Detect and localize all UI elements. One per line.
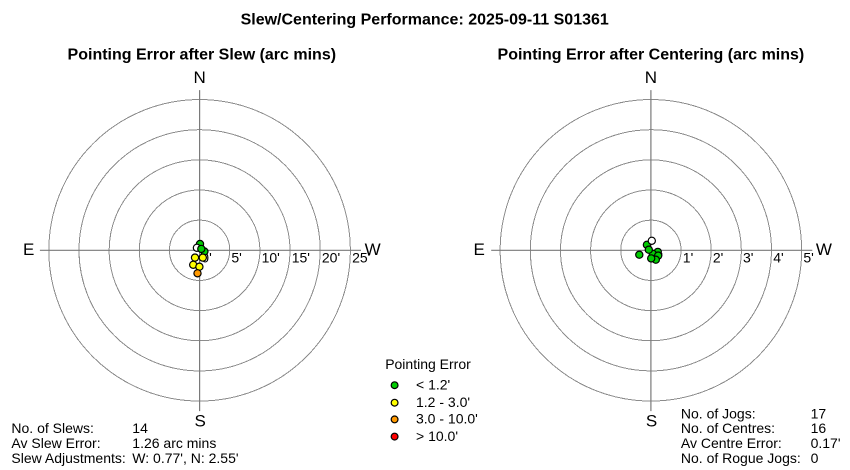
svg-text:Pointing Error after Centering: Pointing Error after Centering (arc mins… [498,47,805,64]
svg-text:W: W [365,240,381,259]
svg-text:Slew/Centering Performance: 20: Slew/Centering Performance: 2025-09-11 S… [241,12,609,29]
svg-text:0: 0 [811,450,819,466]
svg-text:Pointing Error: Pointing Error [385,356,471,372]
svg-text:Av Slew Error:: Av Slew Error: [11,435,100,451]
svg-text:2': 2' [713,250,723,266]
svg-text:15': 15' [292,250,310,266]
svg-text:Av Centre Error:: Av Centre Error: [681,435,782,451]
svg-text:E: E [474,240,485,259]
svg-text:0.17': 0.17' [811,435,841,451]
svg-text:W: W [816,240,832,259]
svg-text:16: 16 [811,420,827,436]
svg-text:17: 17 [811,405,827,421]
svg-text:20': 20' [322,250,340,266]
svg-text:1.26 arc mins: 1.26 arc mins [132,435,216,451]
svg-text:14: 14 [132,420,148,436]
svg-text:No. of Slews:: No. of Slews: [11,420,93,436]
svg-text:N: N [645,68,657,87]
svg-text:3.0 - 10.0': 3.0 - 10.0' [416,411,478,427]
svg-text:S: S [195,412,206,431]
svg-text:5': 5' [231,250,241,266]
svg-text:> 10.0': > 10.0' [416,428,458,444]
svg-text:Pointing Error after Slew (arc: Pointing Error after Slew (arc mins) [68,47,337,64]
svg-text:25': 25' [352,250,370,266]
svg-text:N: N [193,68,205,87]
svg-text:S: S [646,412,657,431]
svg-text:E: E [23,240,34,259]
svg-text:3': 3' [743,250,753,266]
svg-text:No. of Centres:: No. of Centres: [681,420,775,436]
svg-text:No. of Rogue Jogs:: No. of Rogue Jogs: [681,450,801,466]
svg-text:No. of Jogs:: No. of Jogs: [681,405,756,421]
svg-text:Slew Adjustments:: Slew Adjustments: [11,450,125,466]
svg-text:W: 0.77', N: 2.55': W: 0.77', N: 2.55' [132,450,238,466]
svg-text:1': 1' [683,250,693,266]
svg-text:< 1.2': < 1.2' [416,376,450,392]
svg-text:1.2 - 3.0': 1.2 - 3.0' [416,394,470,410]
svg-text:4': 4' [773,250,783,266]
svg-text:10': 10' [262,250,280,266]
svg-text:5': 5' [803,250,813,266]
